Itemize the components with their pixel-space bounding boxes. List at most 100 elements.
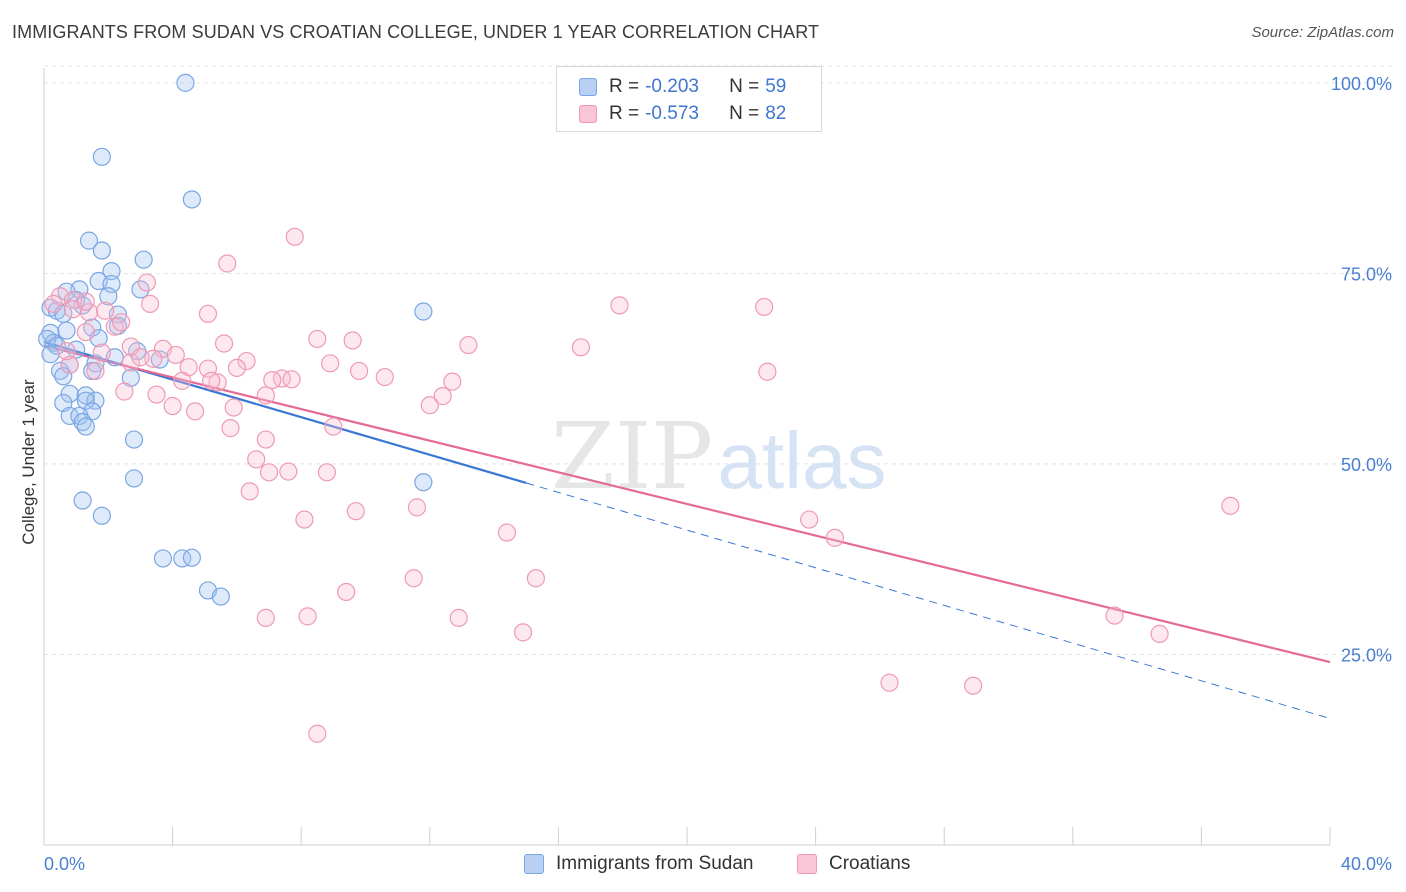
point-croatians [443,372,462,391]
point-croatians [256,386,275,405]
point-croatians [44,294,63,313]
point-croatians [420,396,439,415]
point-sudan [414,473,433,492]
point-croatians [758,362,777,381]
point-sudan [414,302,433,321]
point-croatians [1221,496,1240,515]
point-sudan [86,391,105,410]
point-sudan [73,491,92,510]
point-croatians [60,355,79,374]
point-croatians [121,353,140,372]
watermark-atlas: atlas [718,416,887,505]
y-tick-label: 25.0% [1341,645,1392,665]
point-croatians [186,402,205,421]
point-sudan [92,241,111,260]
point-sudan [173,549,192,568]
point-croatians [497,523,517,542]
point-croatians [57,342,76,361]
point-croatians [259,463,279,482]
point-sudan [41,345,60,364]
y-tick-label: 50.0% [1341,455,1392,475]
point-croatians [86,361,105,381]
y-axis-label: College, Under 1 year [19,379,38,545]
series-label-croatians: Croatians [829,853,911,874]
y-tick-label: 75.0% [1341,264,1392,284]
point-croatians [346,502,365,521]
point-croatians [115,382,134,401]
point-croatians [321,354,340,373]
legend-r-value-croatians: -0.573 [645,103,699,124]
point-croatians [407,498,427,517]
point-croatians [137,273,156,292]
legend-row-croatians: R = -0.573 N = 82 [579,102,786,126]
point-sudan [79,231,99,250]
series-swatch-sudan [524,854,544,874]
point-sudan [38,329,57,349]
point-croatians [880,673,899,692]
legend-r-value-sudan: -0.203 [645,76,699,97]
point-sudan [76,391,95,410]
legend-n-label: N = [729,76,760,97]
point-sudan [176,73,195,92]
watermark-zip: ZIP [551,403,713,510]
point-croatians [112,313,131,332]
legend-row-sudan: R = -0.203 N = 59 [579,75,786,99]
watermark: ZIP atlas [551,403,887,510]
legend-r-label: R = [609,76,640,97]
axes [43,68,1331,846]
point-croatians [208,373,227,392]
point-croatians [571,338,591,357]
x-tick-label: 40.0% [1341,854,1392,874]
point-sudan [102,262,121,281]
data-points [38,73,1240,743]
point-croatians [308,329,327,349]
point-croatians [76,322,95,342]
point-croatians [459,335,478,355]
legend-n-value-croatians: 82 [765,103,787,124]
series-legend-sudan[interactable]: Immigrants from Sudan [524,851,753,877]
point-croatians [298,607,317,626]
point-sudan [76,386,95,405]
point-croatians [227,358,246,378]
point-croatians [256,430,275,449]
point-sudan [92,506,111,525]
point-croatians [76,292,95,311]
point-sudan [124,430,144,449]
point-sudan [60,384,79,403]
point-croatians [163,396,182,416]
point-croatians [964,676,983,695]
point-croatians [375,367,394,387]
point-croatians [513,623,533,642]
y-tick-label: 100.0% [1331,74,1392,94]
point-croatians [404,569,423,588]
trend-extension-sudan [526,482,1331,719]
point-croatians [449,608,468,627]
tick-labels: 25.0% 50.0% 75.0% 100.0% 0.0% 40.0% [44,74,1392,874]
point-croatians [349,361,369,381]
x-tick-label: 0.0% [44,854,85,874]
point-sudan [131,280,150,299]
chart-title: IMMIGRANTS FROM SUDAN VS CROATIAN COLLEG… [12,22,820,42]
point-sudan [153,549,173,568]
point-sudan [182,190,201,209]
point-sudan [54,367,73,386]
point-croatians [343,331,362,350]
point-croatians [95,301,115,320]
point-croatians [140,294,160,313]
point-croatians [285,227,304,246]
point-croatians [610,296,629,315]
series-legend-croatians[interactable]: Croatians [797,851,910,877]
point-croatians [526,569,545,588]
point-croatians [800,510,819,529]
point-croatians [173,371,192,390]
point-croatians [218,254,237,273]
legend-swatch-sudan [579,78,597,96]
point-croatians [92,343,111,362]
point-sudan [182,548,201,567]
point-sudan [92,147,111,166]
point-croatians [131,348,150,367]
legend-n-value-sudan: 59 [765,76,787,97]
series-swatch-croatians [797,854,817,874]
legend-r-label: R = [609,103,640,124]
